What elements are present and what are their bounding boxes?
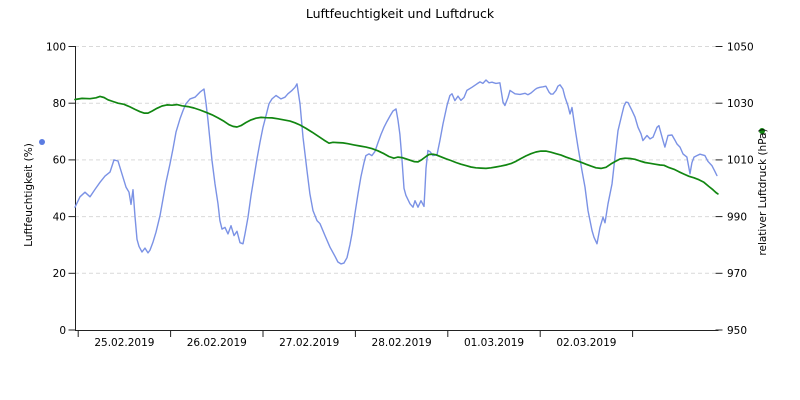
x-tick-label: 02.03.2019 <box>556 337 616 349</box>
right-tick-label: 1030 <box>727 98 754 110</box>
tick-labels: 0 20 40 60 80 100 950 970 990 1010 1030 1050 25.02.2… <box>46 41 754 349</box>
left-tick-label: 60 <box>53 155 66 167</box>
left-axis-title: Luftfeuchtigkeit (%) <box>23 143 35 247</box>
pressure-legend-dot <box>759 128 765 134</box>
right-tick-label: 1050 <box>727 41 754 53</box>
right-tick-label: 1010 <box>727 155 754 167</box>
left-tick-label: 0 <box>59 325 66 337</box>
right-axis-title: relativer Luftdruck (hPa) <box>757 128 769 255</box>
x-tick-label: 25.02.2019 <box>94 337 154 349</box>
axes <box>68 46 723 337</box>
x-tick-label: 27.02.2019 <box>279 337 339 349</box>
x-tick-label: 26.02.2019 <box>187 337 247 349</box>
right-tick-label: 970 <box>727 268 747 280</box>
left-tick-label: 20 <box>53 268 66 280</box>
chart-title: Luftfeuchtigkeit und Luftdruck <box>306 6 495 21</box>
humidity-line <box>74 79 718 265</box>
x-tick-label: 01.03.2019 <box>464 337 524 349</box>
gridlines <box>75 46 715 274</box>
humidity-legend-dot <box>39 139 45 145</box>
right-tick-label: 950 <box>727 325 747 337</box>
left-tick-label: 100 <box>46 41 66 53</box>
left-tick-label: 40 <box>53 211 66 223</box>
data-series <box>74 79 719 265</box>
right-tick-label: 990 <box>727 211 747 223</box>
left-tick-label: 80 <box>53 98 66 110</box>
pressure-line <box>74 95 719 195</box>
x-tick-label: 28.02.2019 <box>372 337 432 349</box>
